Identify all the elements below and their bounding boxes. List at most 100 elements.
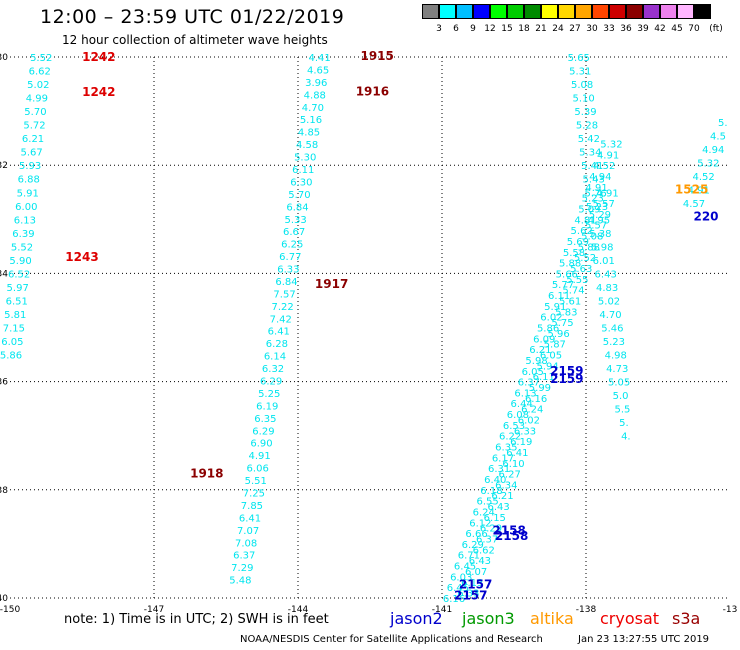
wave-height-value: 6.45 xyxy=(454,562,476,573)
wave-height-value: 6.41 xyxy=(506,448,528,459)
wave-height-value: 5.58 xyxy=(563,248,585,259)
wave-height-value: 3.96 xyxy=(305,78,327,89)
scale-swatch xyxy=(558,4,575,19)
wave-height-value: 6.77 xyxy=(279,252,301,263)
pass-time-label: 1525 xyxy=(675,183,708,197)
wave-height-value: 4.70 xyxy=(599,310,621,321)
wave-height-value: 6.13 xyxy=(514,388,536,399)
pass-time-label: 2157 xyxy=(454,588,487,602)
wave-height-value: 6.16 xyxy=(525,394,547,405)
scale-swatch xyxy=(694,4,711,19)
wave-height-value: 5.02 xyxy=(598,296,620,307)
scale-swatch xyxy=(660,4,677,19)
wave-height-value: 4.91 xyxy=(688,186,710,197)
wave-height-value: 4.94 xyxy=(589,172,611,183)
scale-label: 9 xyxy=(470,24,476,34)
wave-height-value: 6.24 xyxy=(521,405,543,416)
wave-height-value: 5.10 xyxy=(572,94,594,105)
wave-height-value: 6.31 xyxy=(488,464,510,475)
wave-height-value: 5.61 xyxy=(559,296,581,307)
wave-height-value: 6.13 xyxy=(461,578,483,589)
pass-time-label: 1242 xyxy=(82,85,115,99)
wave-height-value: 5.63 xyxy=(570,264,592,275)
wave-height-value: 5.76 xyxy=(584,188,606,199)
wave-height-value: 5.69 xyxy=(567,237,589,248)
scale-label: 33 xyxy=(603,24,615,34)
wave-height-value: 6.25 xyxy=(281,240,303,251)
wave-height-value: 6.66 xyxy=(465,529,487,540)
wave-height-value: 6.11 xyxy=(548,291,570,302)
scale-label: 30 xyxy=(586,24,598,34)
wave-height-value: 5.48 xyxy=(229,576,251,587)
wave-height-value: 4.91 xyxy=(596,188,618,199)
wave-height-value: 6.53 xyxy=(503,421,525,432)
wave-height-value: 6.34 xyxy=(495,480,517,491)
wave-height-value: 6.29 xyxy=(252,426,274,437)
wave-height-value: 5.93 xyxy=(19,161,41,172)
wave-height-value: 6.12 xyxy=(469,518,491,529)
wave-height-value: 4.52 xyxy=(692,172,714,183)
wave-height-value: 6.33 xyxy=(457,589,479,600)
footer-note: note: 1) Time is in UTC; 2) SWH is in fe… xyxy=(64,612,329,627)
scale-swatch xyxy=(592,4,609,19)
generated-timestamp: Jan 23 13:27:55 UTC 2019 xyxy=(578,634,710,645)
wave-height-value: 6.14 xyxy=(264,352,286,363)
wave-height-value: 5.30 xyxy=(294,153,316,164)
wave-height-value: 4.95 xyxy=(588,215,610,226)
wave-height-value: 5.91 xyxy=(17,188,39,199)
wave-height-value: 5. xyxy=(619,418,629,429)
wave-height-value: 4.65 xyxy=(307,65,329,76)
scale-swatch xyxy=(456,4,473,19)
wave-height-value: 4.70 xyxy=(302,103,324,114)
wave-height-value: 5.08 xyxy=(581,232,603,243)
wave-height-value: 6.41 xyxy=(239,513,261,524)
wave-height-value: 5.02 xyxy=(27,80,49,91)
wave-height-value: 4.91 xyxy=(248,451,270,462)
wave-height-value: 5.91 xyxy=(544,302,566,313)
wave-height-value: 5.32 xyxy=(697,158,719,169)
wave-height-value: 7.25 xyxy=(243,489,265,500)
wave-height-value: 5.70 xyxy=(24,107,46,118)
wave-height-value: 5.23 xyxy=(582,194,604,205)
wave-height-value: 7.42 xyxy=(270,314,292,325)
wave-height-value: 6.11 xyxy=(533,372,555,383)
pass-time-label: 2157 xyxy=(459,577,492,591)
wave-height-value: 6.43 xyxy=(488,502,510,513)
wave-height-value: 5.90 xyxy=(9,256,31,267)
wave-height-value: 6.11 xyxy=(292,165,314,176)
wave-height-value: 5.43 xyxy=(583,175,605,186)
wave-height-value: 6.41 xyxy=(268,327,290,338)
wave-height-value: 6.15 xyxy=(484,513,506,524)
wave-height-value: 5.74 xyxy=(562,286,584,297)
wave-height-value: 6.84 xyxy=(286,202,308,213)
wave-height-value: 4.98 xyxy=(605,351,627,362)
wave-height-value: 6.32 xyxy=(262,364,284,375)
scale-swatch xyxy=(677,4,694,19)
wave-height-value: 7.08 xyxy=(235,538,257,549)
wave-height-value: 5.55 xyxy=(566,275,588,286)
wave-height-value: 6.35 xyxy=(254,414,276,425)
wave-height-value: 6.43 xyxy=(469,556,491,567)
scale-label: 12 xyxy=(484,24,496,34)
wave-height-value: 5.08 xyxy=(571,80,593,91)
wave-height-value: 6.29 xyxy=(480,524,502,535)
wave-height-value: 5.52 xyxy=(574,253,596,264)
wave-height-value: 4.73 xyxy=(606,364,628,375)
wave-height-value: 6.05 xyxy=(1,337,23,348)
scale-label: 6 xyxy=(453,24,459,34)
wave-height-value: 5.57 xyxy=(585,221,607,232)
scale-swatch xyxy=(609,4,626,19)
wave-height-value: 6.19 xyxy=(256,401,278,412)
wave-height-value: 5.62 xyxy=(571,226,593,237)
satellite-label-jason2: jason2 xyxy=(390,609,443,628)
wave-height-value: 4.81 xyxy=(574,215,596,226)
wave-height-value: 4.41 xyxy=(308,53,330,64)
wave-height-value: 5.83 xyxy=(555,307,577,318)
scale-label: 24 xyxy=(552,24,564,34)
scale-swatch xyxy=(524,4,541,19)
wave-height-value: 6.08 xyxy=(507,410,529,421)
wave-height-value: 5.66 xyxy=(556,269,578,280)
scale-swatch xyxy=(626,4,643,19)
wave-height-value: 6.18 xyxy=(480,486,502,497)
